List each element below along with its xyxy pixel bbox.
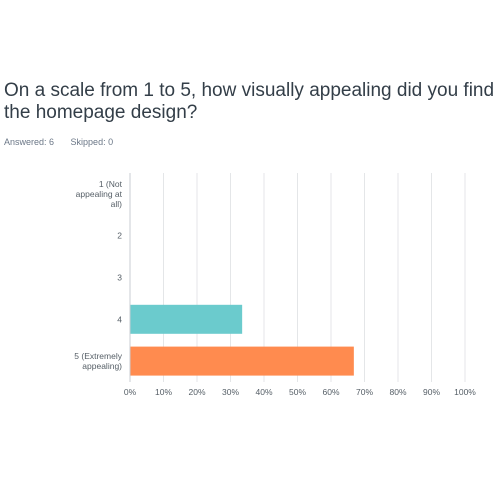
question-title: On a scale from 1 to 5, how visually app… <box>4 80 495 123</box>
x-tick-label: 10% <box>155 387 172 397</box>
x-tick-label: 90% <box>423 387 440 397</box>
x-tick-label: 0% <box>124 387 137 397</box>
bar <box>130 304 243 334</box>
skipped-count: Skipped: 0 <box>70 137 114 147</box>
bar <box>130 346 354 376</box>
category-label: 2 <box>117 231 122 241</box>
x-tick-label: 70% <box>356 387 373 397</box>
x-tick-label: 30% <box>222 387 239 397</box>
answered-count: Answered: 6 <box>4 137 55 147</box>
x-tick-label: 50% <box>289 387 306 397</box>
category-label: 1 (Not appealing at all) <box>76 179 123 209</box>
category-label: 3 <box>117 273 122 283</box>
x-tick-label: 60% <box>322 387 339 397</box>
category-label: 4 <box>117 314 122 324</box>
x-tick-label: 20% <box>188 387 205 397</box>
category-label: 5 (Extremely appealing) <box>74 351 122 371</box>
response-stats: Answered: 6 Skipped: 0 <box>4 137 127 147</box>
x-tick-label: 100% <box>454 387 476 397</box>
x-tick-label: 80% <box>389 387 406 397</box>
x-tick-label: 40% <box>255 387 272 397</box>
